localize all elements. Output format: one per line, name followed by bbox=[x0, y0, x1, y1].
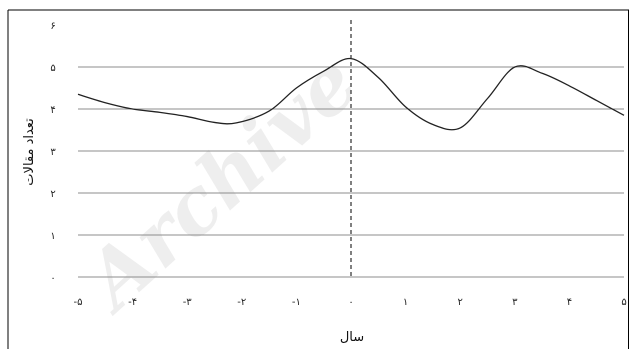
y-tick-label: ۴ bbox=[50, 105, 55, 116]
x-tick-label: ۱ bbox=[403, 297, 408, 308]
series-line-0 bbox=[77, 57, 625, 131]
x-tick-label: -۳ bbox=[183, 297, 193, 308]
y-axis-tick-labels: ۰ ۱ ۲ ۳ ۴ ۵ ۶ bbox=[50, 21, 56, 284]
y-axis-title: تعداد مقالات bbox=[22, 118, 37, 186]
y-tick-label: ۳ bbox=[50, 147, 56, 158]
x-tick-label: ۴ bbox=[567, 297, 572, 308]
x-tick-label: -۲ bbox=[237, 297, 246, 308]
y-tick-label: ۵ bbox=[50, 63, 55, 74]
x-tick-label: ۵ bbox=[621, 297, 626, 308]
x-axis-tick-labels: -۵ -۴ -۳ -۲ -۱ ۰ ۱ ۲ ۳ ۴ ۵ bbox=[74, 297, 627, 308]
x-tick-label: ۲ bbox=[458, 297, 463, 308]
x-tick-label: -۱ bbox=[292, 297, 301, 308]
gridlines bbox=[78, 66, 624, 278]
y-tick-label: ۰ bbox=[50, 273, 55, 284]
x-tick-label: -۴ bbox=[128, 297, 137, 308]
y-tick-label: ۶ bbox=[50, 21, 55, 32]
x-tick-label: -۵ bbox=[74, 297, 83, 308]
x-axis-title: سال bbox=[340, 330, 364, 345]
y-tick-label: ۲ bbox=[50, 189, 55, 200]
series-layer bbox=[77, 57, 625, 131]
x-tick-label: ۰ bbox=[348, 297, 353, 308]
x-tick-label: ۳ bbox=[512, 297, 518, 308]
y-tick-label: ۱ bbox=[50, 231, 55, 242]
watermark-logo: Archive bbox=[64, 37, 376, 330]
